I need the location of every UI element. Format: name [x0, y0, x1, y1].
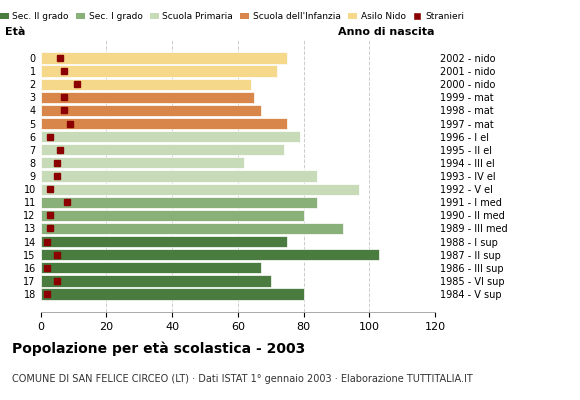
Bar: [41, 118, 287, 129]
Bar: [41, 157, 244, 168]
Bar: [41, 105, 261, 116]
Bar: [41, 170, 317, 182]
Bar: [41, 262, 261, 274]
Bar: [41, 144, 284, 155]
Bar: [41, 210, 303, 221]
Text: Età: Età: [5, 27, 26, 37]
Bar: [41, 131, 300, 142]
Bar: [41, 288, 303, 300]
Bar: [41, 52, 287, 64]
Bar: [41, 236, 287, 247]
Legend: Sec. II grado, Sec. I grado, Scuola Primaria, Scuola dell'Infanzia, Asilo Nido, : Sec. II grado, Sec. I grado, Scuola Prim…: [0, 8, 468, 25]
Bar: [41, 78, 251, 90]
Bar: [41, 197, 317, 208]
Bar: [41, 275, 271, 286]
Bar: [41, 223, 343, 234]
Text: Anno di nascita: Anno di nascita: [339, 27, 435, 37]
Text: Popolazione per età scolastica - 2003: Popolazione per età scolastica - 2003: [12, 342, 305, 356]
Bar: [41, 249, 379, 260]
Text: COMUNE DI SAN FELICE CIRCEO (LT) · Dati ISTAT 1° gennaio 2003 · Elaborazione TUT: COMUNE DI SAN FELICE CIRCEO (LT) · Dati …: [12, 374, 472, 384]
Bar: [41, 184, 360, 195]
Bar: [41, 92, 254, 103]
Bar: [41, 66, 277, 77]
